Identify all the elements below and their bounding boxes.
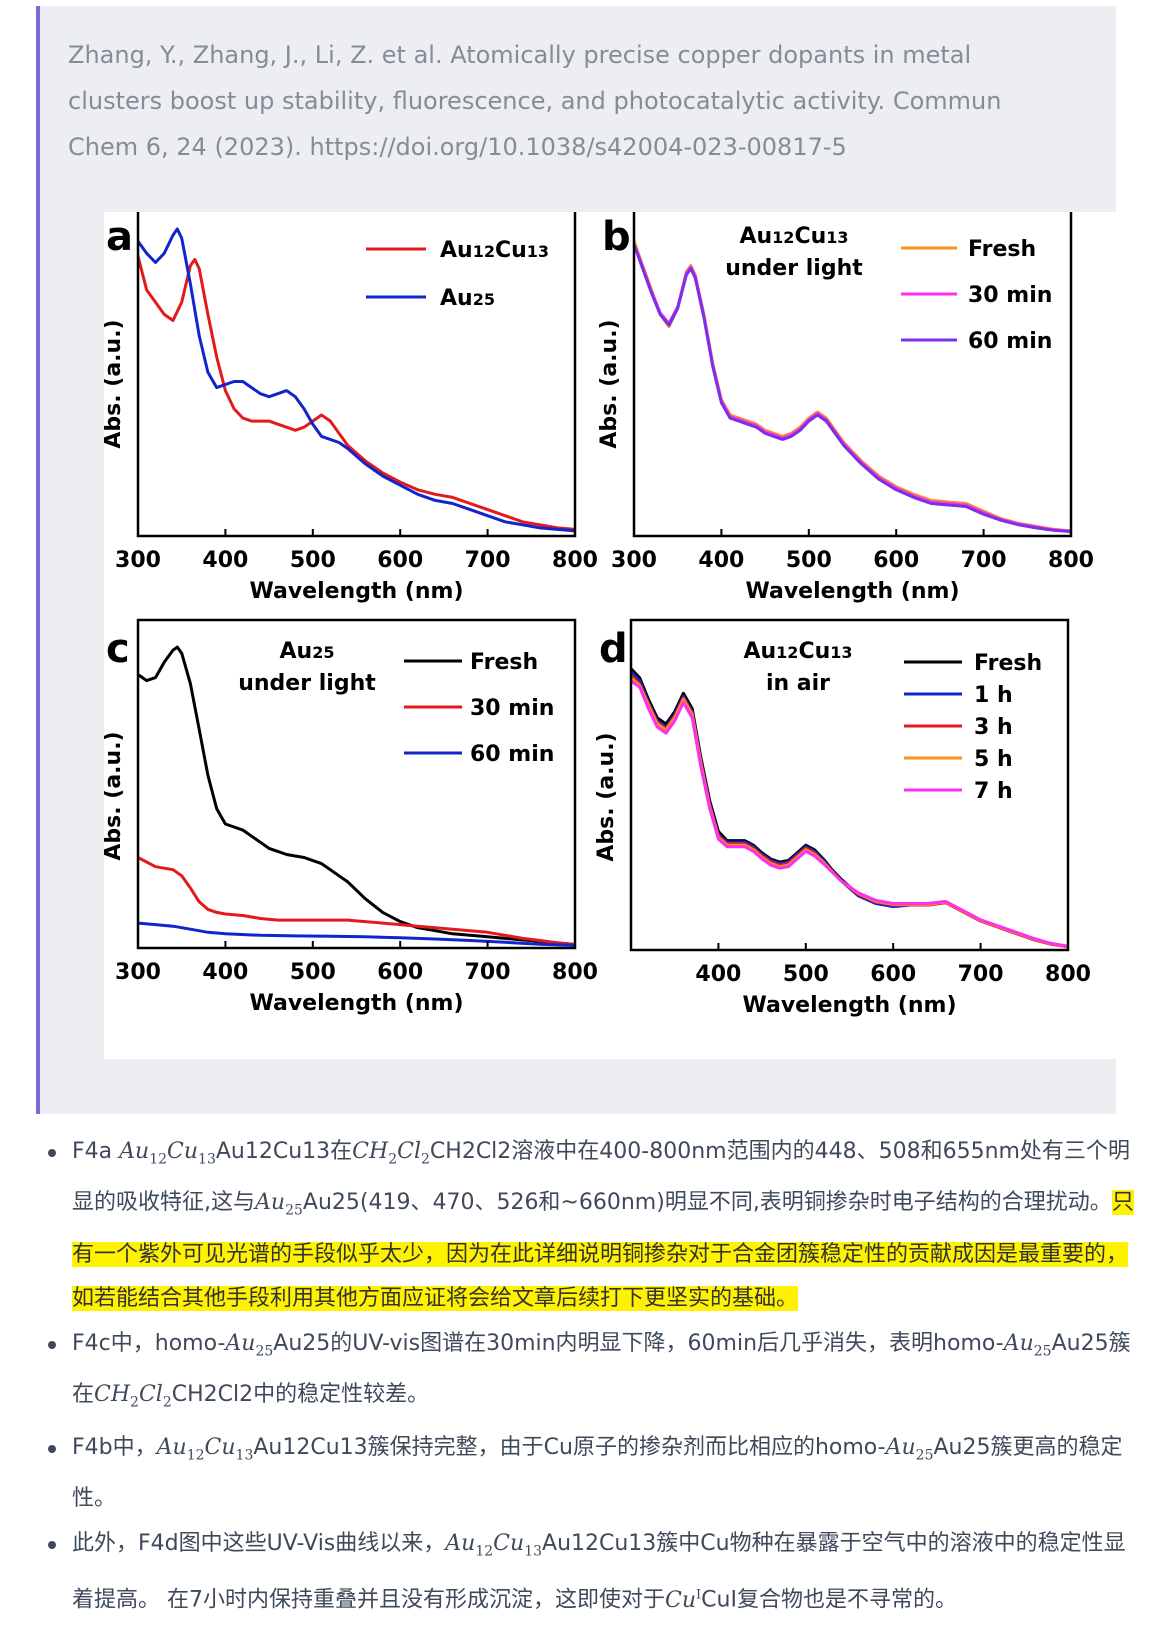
plot-title: in air xyxy=(766,671,830,696)
x-tick-label: 600 xyxy=(873,548,919,573)
citation-text: Zhang, Y., Zhang, J., Li, Z. et al. Atom… xyxy=(68,41,1002,161)
x-tick-label: 500 xyxy=(786,548,832,573)
legend-label: 30 min xyxy=(470,696,554,721)
y-axis-label: Abs. (a.u.) xyxy=(104,731,126,860)
x-tick-label: 400 xyxy=(202,960,248,985)
x-tick-label: 700 xyxy=(465,960,511,985)
math-formula: Au25 xyxy=(1003,1330,1052,1360)
series-line-a xyxy=(136,227,576,533)
series-line-c xyxy=(137,856,576,946)
legend-label: 30 min xyxy=(968,283,1052,308)
legend-label: 60 min xyxy=(470,742,554,767)
legend-label: 1 h xyxy=(974,683,1013,708)
legend-label: 60 min xyxy=(968,329,1052,354)
series-line-b xyxy=(632,243,1072,534)
math-formula: Au25 xyxy=(225,1330,274,1360)
x-tick-label: 400 xyxy=(695,962,741,987)
panel-letter: d xyxy=(599,626,628,672)
x-tick-label: 400 xyxy=(698,548,744,573)
plot-title: under light xyxy=(725,256,863,281)
x-tick-label: 800 xyxy=(1045,962,1091,987)
x-tick-label: 500 xyxy=(290,548,336,573)
citation-blockquote: Zhang, Y., Zhang, J., Li, Z. et al. Atom… xyxy=(36,6,1132,1114)
panel-letter: b xyxy=(602,214,631,260)
x-tick-label: 800 xyxy=(552,960,598,985)
legend-label: Fresh xyxy=(470,650,538,675)
panel-letter: a xyxy=(106,214,133,260)
x-axis-label: Wavelength (nm) xyxy=(746,579,960,604)
math-formula: CH2Cl2 xyxy=(352,1139,430,1168)
analysis-notes: F4a Au12Cu13Au12Cu13在CH2Cl2CH2Cl2溶液中在400… xyxy=(44,1130,1134,1623)
legend-label: Au25 xyxy=(440,286,495,311)
x-tick-label: 500 xyxy=(783,962,829,987)
series-line-d xyxy=(629,667,1069,948)
series-line-c xyxy=(137,921,576,947)
y-axis-label: Abs. (a.u.) xyxy=(597,319,622,448)
x-axis-label: Wavelength (nm) xyxy=(250,991,464,1016)
plot-title: under light xyxy=(238,671,376,696)
legend-label: Fresh xyxy=(968,237,1036,262)
math-formula: Au12Cu13 xyxy=(156,1434,254,1463)
x-tick-label: 600 xyxy=(377,960,423,985)
note-item: F4b中，Au12Cu13Au12Cu13簇保持完整，由于Cu原子的掺杂剂而比相… xyxy=(44,1426,1134,1521)
x-axis-label: Wavelength (nm) xyxy=(743,993,957,1018)
x-tick-label: 700 xyxy=(958,962,1004,987)
note-item: 此外，F4d图中这些UV-Vis曲线以来，Au12Cu13Au12Cu13簇中C… xyxy=(44,1522,1134,1623)
panel-letter: c xyxy=(106,626,130,672)
math-formula: Au25 xyxy=(885,1434,934,1463)
math-formula: Au25 xyxy=(255,1190,303,1219)
x-tick-label: 300 xyxy=(115,960,161,985)
note-item: F4a Au12Cu13Au12Cu13在CH2Cl2CH2Cl2溶液中在400… xyxy=(44,1130,1134,1321)
math-formula: Au12Cu13 xyxy=(445,1530,543,1560)
plot-frame-a xyxy=(136,212,577,538)
uv-vis-figure: 300 400 500 600 700 800 Wavelength (nm) Abs. (a… xyxy=(104,212,1094,1018)
plot-title: Au12Cu13 xyxy=(743,639,852,664)
x-tick-label: 700 xyxy=(961,548,1007,573)
math-formula: CuI xyxy=(665,1587,702,1613)
x-tick-label: 800 xyxy=(1048,548,1094,573)
plot-frame-c xyxy=(136,618,577,950)
x-tick-label: 800 xyxy=(552,548,598,573)
legend-label: 5 h xyxy=(974,747,1013,772)
plot-title: Au12Cu13 xyxy=(739,224,848,249)
plot-frame-d xyxy=(629,618,1070,952)
legend-label: Fresh xyxy=(974,651,1042,676)
legend-label: 3 h xyxy=(974,715,1013,740)
x-tick-label: 600 xyxy=(377,548,423,573)
legend-label: Au12Cu13 xyxy=(440,238,549,263)
x-tick-label: 300 xyxy=(115,548,161,573)
x-tick-label: 400 xyxy=(202,548,248,573)
x-tick-label: 500 xyxy=(290,960,336,985)
plot-frame-b xyxy=(632,212,1073,538)
y-axis-label: Abs. (a.u.) xyxy=(104,319,126,448)
y-axis-label: Abs. (a.u.) xyxy=(594,732,619,861)
figure-4: 300 400 500 600 700 800 Wavelength (nm) Abs. (a… xyxy=(104,212,1132,1059)
series-line-c xyxy=(137,645,576,946)
x-axis-label: Wavelength (nm) xyxy=(250,579,464,604)
math-formula: CH2Cl2 xyxy=(94,1382,172,1411)
math-formula: Au12Cu13 xyxy=(119,1139,216,1168)
plot-title: Au25 xyxy=(280,639,335,664)
series-line-d xyxy=(630,679,1069,948)
x-tick-label: 700 xyxy=(465,548,511,573)
series-line-d xyxy=(629,670,1069,949)
note-item: F4c中，homo-Au25Au25的UV-vis图谱在30min内明显下降，6… xyxy=(44,1322,1134,1425)
x-tick-label: 300 xyxy=(611,548,657,573)
x-tick-label: 600 xyxy=(870,962,916,987)
legend-label: 7 h xyxy=(974,779,1013,804)
series-line-a xyxy=(136,256,576,531)
